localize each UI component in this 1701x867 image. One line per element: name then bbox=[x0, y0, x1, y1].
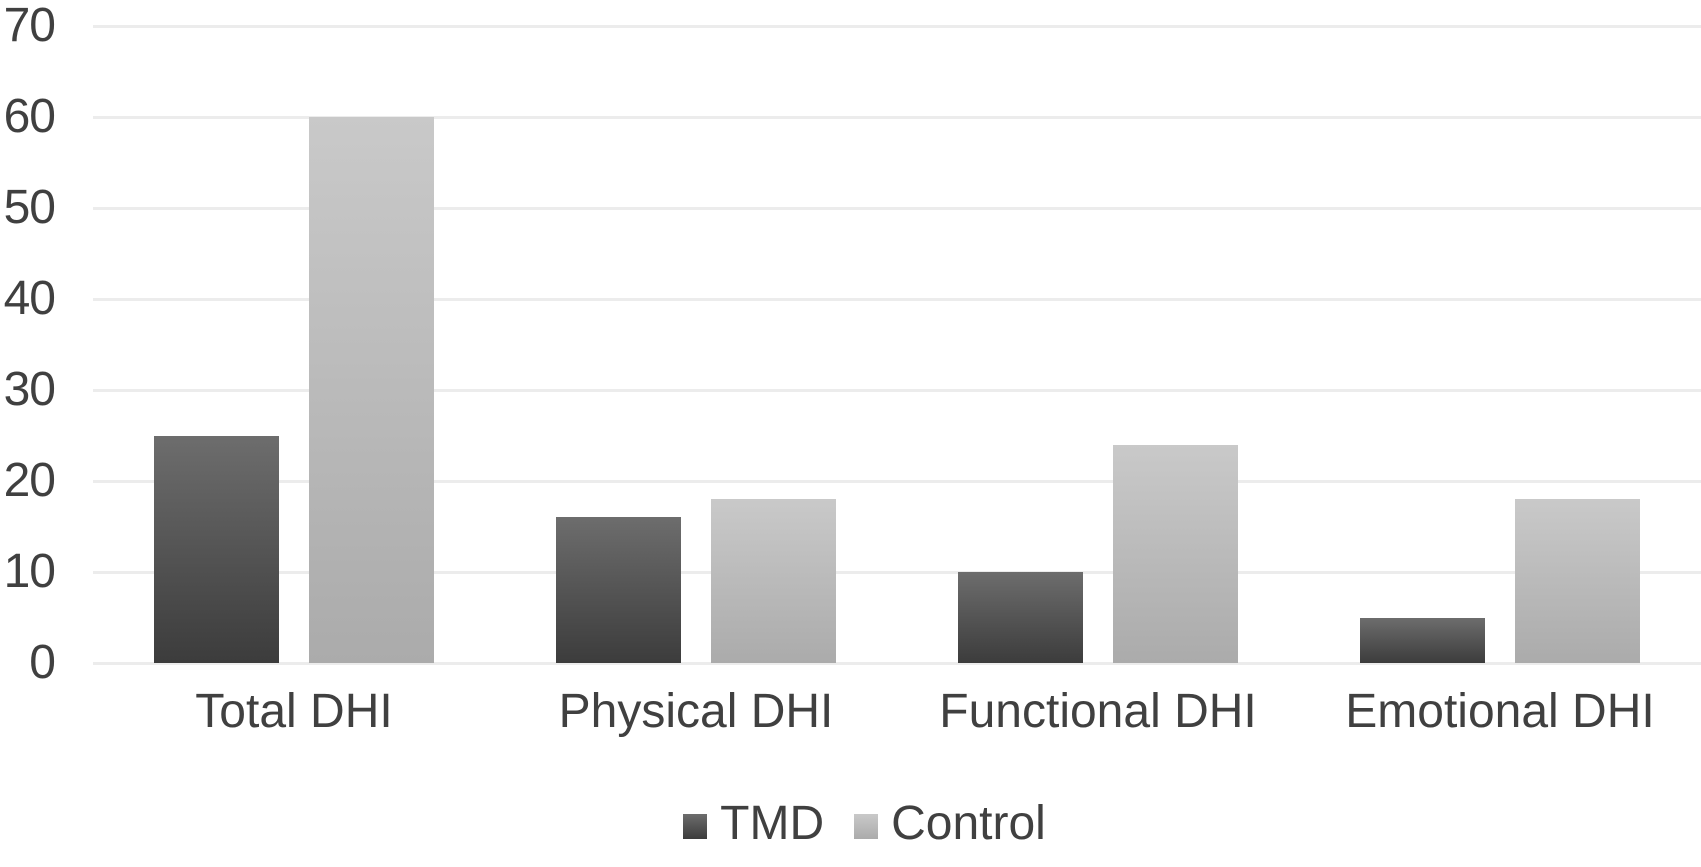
y-tick-label-40: 40 bbox=[3, 272, 56, 325]
legend: TMD Control bbox=[14, 799, 1701, 849]
y-tick-label-30: 30 bbox=[3, 363, 56, 416]
y-axis: 0 10 20 30 40 50 60 70 bbox=[0, 0, 56, 687]
bar-control-functional-dhi bbox=[1113, 444, 1238, 663]
bar-tmd-functional-dhi bbox=[958, 572, 1083, 663]
y-tick-label-60: 60 bbox=[3, 90, 56, 143]
x-axis-label-functional-dhi: Functional DHI bbox=[939, 685, 1257, 738]
gridline-30 bbox=[93, 388, 1701, 392]
bar-group-physical-dhi bbox=[495, 499, 897, 663]
y-tick-label-0: 0 bbox=[29, 636, 56, 689]
legend-item-control: Control bbox=[854, 799, 1046, 849]
x-axis-label-emotional-dhi: Emotional DHI bbox=[1345, 685, 1655, 738]
bar-control-total-dhi bbox=[309, 117, 434, 663]
bar-group-functional-dhi bbox=[897, 444, 1299, 663]
gridline-20 bbox=[93, 479, 1701, 483]
bar-control-physical-dhi bbox=[711, 499, 836, 663]
legend-swatch-control bbox=[854, 813, 879, 839]
y-tick-label-50: 50 bbox=[3, 181, 56, 234]
bar-tmd-emotional-dhi bbox=[1360, 617, 1485, 663]
gridline-40 bbox=[93, 297, 1701, 301]
gridline-50 bbox=[93, 206, 1701, 210]
bar-group-emotional-dhi bbox=[1299, 499, 1701, 663]
x-axis-label-physical-dhi: Physical DHI bbox=[558, 685, 834, 738]
gridline-60 bbox=[93, 115, 1701, 119]
gridline-70 bbox=[93, 24, 1701, 28]
x-axis-label-total-dhi: Total DHI bbox=[195, 685, 393, 738]
y-tick-label-10: 10 bbox=[3, 545, 56, 598]
bar-control-emotional-dhi bbox=[1515, 499, 1640, 663]
gridline-10 bbox=[93, 570, 1701, 574]
plot-area bbox=[93, 0, 1701, 665]
bar-tmd-physical-dhi bbox=[556, 517, 681, 663]
gridline-0 bbox=[93, 661, 1701, 665]
legend-swatch-tmd bbox=[683, 813, 708, 839]
bar-group-total-dhi bbox=[93, 117, 495, 663]
y-tick-label-20: 20 bbox=[3, 454, 56, 507]
legend-label-control: Control bbox=[891, 797, 1046, 850]
x-axis-labels: Total DHI Physical DHI Functional DHI Emoti… bbox=[93, 686, 1701, 738]
bar-tmd-total-dhi bbox=[154, 435, 279, 663]
y-tick-label-70: 70 bbox=[3, 0, 56, 52]
legend-item-tmd: TMD bbox=[683, 799, 824, 849]
legend-label-tmd: TMD bbox=[720, 797, 825, 850]
